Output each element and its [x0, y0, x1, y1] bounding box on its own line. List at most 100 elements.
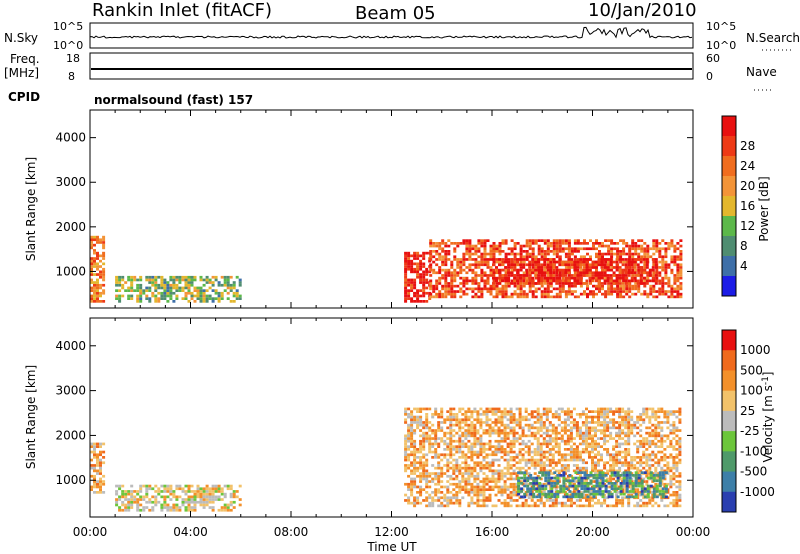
heatmap-cell — [169, 275, 173, 279]
heatmap-cell — [598, 242, 601, 245]
heatmap-cell — [534, 260, 538, 264]
colorbar-tick-label: 20 — [740, 179, 755, 193]
heatmap-cell — [595, 276, 598, 280]
heatmap-cell — [483, 250, 487, 253]
heatmap-cell — [202, 500, 206, 504]
heatmap-cell — [679, 266, 683, 269]
heatmap-cell — [467, 477, 471, 481]
heatmap-cell — [202, 495, 206, 499]
heatmap-cell — [473, 493, 477, 497]
heatmap-cell — [495, 250, 499, 253]
heatmap-cell — [526, 479, 530, 483]
heatmap-cell — [618, 426, 622, 430]
heatmap-cell — [541, 484, 545, 488]
heatmap-cell — [455, 461, 459, 465]
heatmap-cell — [670, 271, 674, 275]
heatmap-cell — [561, 250, 565, 253]
heatmap-cell — [453, 258, 457, 261]
heatmap-cell — [612, 458, 616, 462]
heatmap-cell — [563, 458, 567, 462]
heatmap-cell — [413, 291, 417, 295]
heatmap-cell — [585, 407, 588, 411]
heatmap-cell — [495, 276, 498, 280]
heatmap-cell — [211, 487, 215, 491]
heatmap-cell — [603, 448, 607, 451]
heatmap-cell — [603, 266, 607, 269]
heatmap-cell — [634, 287, 638, 291]
heatmap-cell — [187, 281, 191, 284]
heatmap-cell — [211, 490, 215, 493]
heatmap-cell — [133, 275, 137, 279]
heatmap-cell — [594, 260, 598, 264]
heatmap-cell — [199, 490, 203, 493]
heatmap-cell — [536, 442, 540, 446]
heatmap-cell — [470, 423, 474, 427]
heatmap-cell — [576, 279, 580, 283]
heatmap-cell — [518, 453, 522, 457]
heatmap-cell — [563, 410, 567, 413]
heatmap-cell — [494, 407, 498, 411]
heatmap-cell — [506, 426, 510, 430]
heatmap-cell — [404, 456, 408, 459]
heatmap-cell — [606, 413, 610, 416]
heatmap-cell — [506, 423, 510, 427]
heatmap-cell — [163, 498, 167, 501]
heatmap-cell — [631, 252, 635, 256]
heatmap-cell — [175, 289, 179, 292]
heatmap-cell — [603, 423, 607, 427]
heatmap-cell — [467, 482, 471, 486]
heatmap-cell — [628, 255, 632, 259]
heatmap-cell — [516, 258, 520, 261]
heatmap-cell — [588, 434, 591, 438]
heatmap-cell — [543, 287, 547, 291]
heatmap-cell — [581, 450, 585, 454]
heatmap-cell — [666, 445, 670, 448]
heatmap-cell — [512, 491, 516, 494]
heatmap-cell — [526, 476, 530, 480]
heatmap-cell — [413, 453, 417, 457]
heatmap-cell — [634, 274, 638, 277]
heatmap-cell — [609, 431, 613, 435]
nsky-tick-top: 10^5 — [53, 20, 83, 33]
heatmap-cell — [577, 479, 581, 483]
heatmap-cell — [130, 492, 134, 496]
heatmap-cell — [552, 271, 556, 275]
heatmap-cell — [232, 286, 236, 290]
heatmap-cell — [455, 423, 459, 427]
heatmap-cell — [633, 258, 637, 261]
heatmap-cell — [497, 464, 501, 467]
heatmap-cell — [639, 260, 643, 264]
heatmap-cell — [468, 279, 472, 283]
heatmap-cell — [422, 291, 426, 295]
heatmap-cell — [556, 476, 560, 480]
heatmap-cell — [447, 271, 451, 275]
heatmap-cell — [437, 491, 441, 494]
heatmap-cell — [613, 471, 617, 474]
heatmap-cell — [190, 508, 194, 512]
heatmap-cell — [603, 434, 607, 438]
heatmap-cell — [610, 492, 614, 496]
heatmap-cell — [452, 407, 456, 411]
heatmap-cell — [675, 461, 679, 465]
heatmap-cell — [492, 263, 495, 267]
heatmap-cell — [539, 501, 543, 505]
heatmap-cell — [655, 295, 659, 299]
heatmap-cell — [404, 434, 408, 438]
heatmap-cell — [624, 276, 628, 280]
heatmap-cell — [570, 274, 574, 277]
heatmap-cell — [569, 501, 573, 505]
heatmap-cell — [485, 431, 489, 435]
y-tick-label: 1000 — [55, 264, 86, 278]
heatmap-cell — [437, 426, 441, 430]
heatmap-cell — [93, 235, 96, 239]
heatmap-cell — [516, 271, 520, 275]
heatmap-cell — [598, 471, 602, 474]
heatmap-cell — [506, 466, 510, 470]
heatmap-cell — [187, 289, 191, 292]
heatmap-cell — [648, 274, 652, 277]
heatmap-cell — [492, 282, 495, 285]
heatmap-cell — [566, 437, 570, 440]
heatmap-cell — [444, 292, 448, 296]
heatmap-cell — [432, 295, 436, 299]
heatmap-cell — [663, 504, 667, 508]
